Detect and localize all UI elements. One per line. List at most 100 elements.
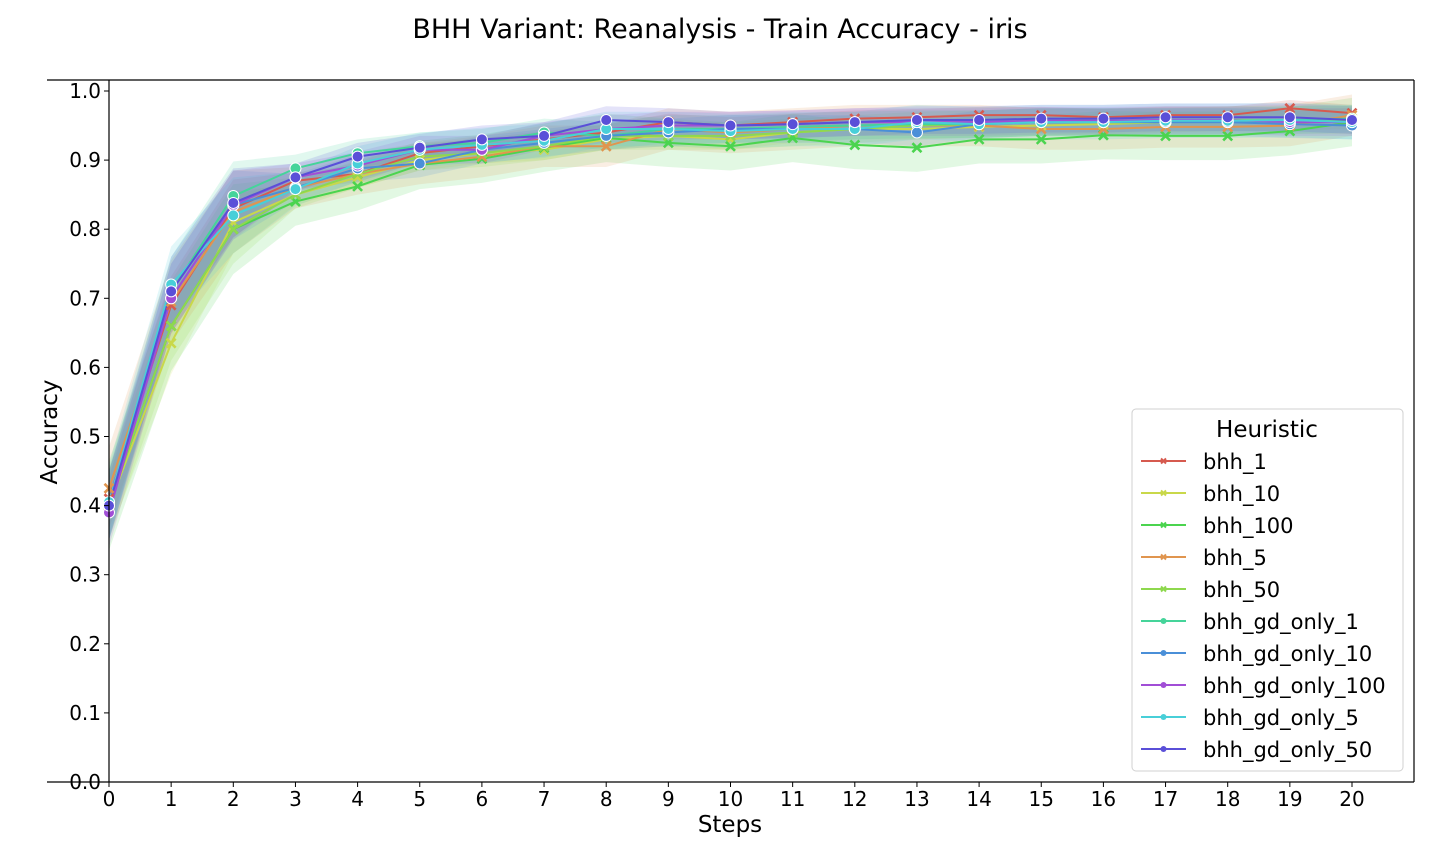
y-tick-label: 0.7 [69,286,101,310]
point-bhh_gd_only_5-3 [289,183,302,196]
legend-marker [1160,618,1167,624]
point-bhh_100-13 [911,142,923,154]
legend-item-bhh_100: bhh_100 [1141,514,1294,539]
point-bhh_gd_only_50-6 [475,133,488,146]
point-bhh_100-15 [1035,133,1047,145]
x-tick-label: 16 [1091,787,1116,811]
point-bhh_5-8 [600,140,612,152]
x-tick-label: 18 [1215,787,1240,811]
point-bhh_10-1 [165,337,177,349]
x-tick-label: 4 [351,787,364,811]
x-tick-label: 19 [1277,787,1302,811]
x-tick-label: 5 [413,787,426,811]
legend-label: bhh_gd_only_50 [1203,738,1372,763]
point-bhh_100-4 [352,180,364,192]
y-tick-label: 0.1 [69,701,101,725]
legend-item-bhh_1: bhh_1 [1141,450,1267,475]
legend-item-bhh_10: bhh_10 [1141,482,1280,507]
legend-item-bhh_gd_only_5: bhh_gd_only_5 [1141,706,1359,731]
point-bhh_gd_only_50-7 [538,129,551,142]
point-bhh_gd_only_50-20 [1346,114,1358,127]
x-tick-label: 20 [1339,787,1364,811]
legend-marker [1160,585,1167,593]
legend-marker [1160,553,1167,561]
axes [47,79,1415,787]
x-tick-label: 0 [103,787,116,811]
point-bhh_100-10 [725,140,736,152]
x-tick-label: 14 [966,787,991,811]
legend-frame [1131,408,1404,772]
legend-marker [1160,746,1167,752]
point-bhh_50-2 [227,223,239,235]
point-bhh_gd_only_50-17 [1159,111,1172,124]
x-tick-label: 3 [289,787,302,811]
legend: Heuristic bhh_1 bhh_10 bhh_100 bhh_5 bhh_50b… [1131,408,1404,772]
y-tick-label: 0.4 [69,494,101,518]
y-axis-label: Accuracy [37,379,63,484]
point-bhh_gd_only_5-2 [227,209,240,222]
point-bhh_gd_only_50-12 [848,116,861,129]
point-bhh_gd_only_10-13 [910,126,923,139]
x-tick-label: 1 [165,787,178,811]
point-bhh_100-18 [1222,130,1234,142]
point-bhh_10-4 [352,171,364,183]
y-tick-label: 0.8 [69,217,101,241]
y-tick-label: 0.0 [69,770,101,794]
legend-label: bhh_gd_only_1 [1203,610,1359,635]
point-bhh_gd_only_50-14 [973,114,986,127]
point-bhh_gd_only_50-3 [289,171,302,184]
x-tick-label: 9 [662,787,675,811]
legend-item-bhh_gd_only_10: bhh_gd_only_10 [1141,642,1372,667]
legend-label: bhh_10 [1203,482,1280,507]
legend-item-bhh_50: bhh_50 [1141,578,1280,603]
point-bhh_gd_only_50-18 [1221,111,1234,124]
point-bhh_gd_only_50-13 [910,114,923,127]
x-tick-label: 2 [227,787,240,811]
y-tick-label: 1.0 [69,79,101,103]
legend-item-bhh_gd_only_1: bhh_gd_only_1 [1141,610,1359,635]
legend-marker [1160,682,1167,688]
x-tick-label: 15 [1029,787,1054,811]
legend-title: Heuristic [1216,417,1318,443]
legend-item-bhh_5: bhh_5 [1141,546,1267,571]
x-tick-label: 10 [718,787,743,811]
legend-label: bhh_100 [1203,514,1294,539]
y-tick-label: 0.5 [69,425,101,449]
y-tick-label: 0.2 [69,632,101,656]
legend-label: bhh_gd_only_100 [1203,674,1386,699]
x-tick-label: 13 [904,787,929,811]
y-tick-label: 0.6 [69,355,101,379]
x-axis-label: Steps [698,812,762,838]
tick-labels: 0 1 2 3 4 5 6 7 8 9 10 11 12 13 14 15 16 17 18 19 200.00.10.… [69,79,1365,811]
point-bhh_gd_only_50-19 [1283,111,1296,124]
point-bhh_gd_only_50-11 [786,118,799,131]
point-bhh_gd_only_50-1 [165,285,178,298]
legend-marker [1160,714,1167,720]
legend-marker [1160,457,1167,465]
legend-marker [1160,521,1167,529]
point-bhh_gd_only_50-8 [600,114,613,127]
point-bhh_gd_only_50-9 [662,116,675,129]
point-bhh_100-14 [973,133,985,145]
legend-label: bhh_50 [1203,578,1280,603]
point-bhh_100-12 [849,139,861,151]
band-bhh_5 [109,94,1352,530]
legend-item-bhh_gd_only_50: bhh_gd_only_50 [1141,738,1372,763]
x-tick-label: 11 [780,787,805,811]
point-bhh_gd_only_50-4 [351,150,364,163]
x-tick-label: 17 [1153,787,1178,811]
legend-label: bhh_5 [1203,546,1267,571]
point-bhh_gd_only_50-10 [724,119,737,132]
legend-marker [1160,489,1167,497]
confidence-bands [109,94,1352,551]
point-bhh_gd_only_10-5 [413,157,426,170]
x-tick-label: 12 [842,787,867,811]
legend-item-bhh_gd_only_100: bhh_gd_only_100 [1141,674,1386,699]
point-bhh_gd_only_50-5 [413,141,426,154]
point-bhh_gd_only_50-2 [227,196,240,209]
legend-label: bhh_gd_only_5 [1203,706,1359,731]
point-bhh_50-1 [165,320,177,332]
band-bhh_100 [109,97,1352,551]
point-bhh_gd_only_50-15 [1035,112,1048,125]
